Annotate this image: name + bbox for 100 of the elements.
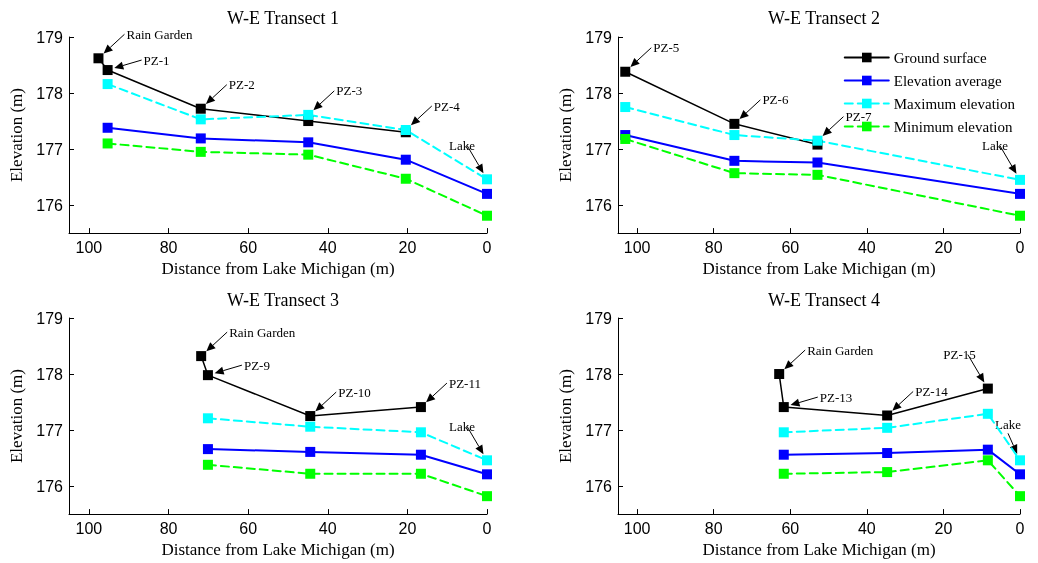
point xyxy=(882,448,893,459)
point xyxy=(620,102,631,113)
point xyxy=(778,449,789,460)
point xyxy=(812,169,823,180)
chart-title: W-E Transect 1 xyxy=(227,8,339,28)
x-tick-label: 20 xyxy=(934,519,953,537)
x-tick-label: 40 xyxy=(318,238,337,256)
point xyxy=(305,468,316,479)
annotation: PZ-6 xyxy=(762,92,789,108)
chart-title: W-E Transect 3 xyxy=(227,290,339,310)
point xyxy=(482,210,492,221)
point xyxy=(303,109,314,120)
x-tick-label: 80 xyxy=(704,519,723,537)
x-tick-label: 60 xyxy=(239,238,258,256)
point xyxy=(415,449,426,460)
point xyxy=(482,491,492,502)
x-tick-label: 0 xyxy=(482,238,492,256)
legend-label: Ground surface xyxy=(893,49,987,66)
y-tick-label: 179 xyxy=(585,28,613,46)
y-tick-label: 176 xyxy=(585,196,613,214)
point xyxy=(882,410,893,421)
point xyxy=(202,370,213,381)
point xyxy=(778,427,789,438)
point xyxy=(1015,174,1025,185)
x-tick-label: 100 xyxy=(75,238,103,256)
point xyxy=(778,468,789,479)
point xyxy=(202,444,213,455)
point xyxy=(303,137,314,148)
point xyxy=(1015,455,1025,466)
point xyxy=(812,135,823,146)
x-axis-title: Distance from Lake Michigan (m) xyxy=(702,259,936,278)
annotation: PZ-9 xyxy=(243,357,270,373)
point xyxy=(305,421,316,432)
point xyxy=(729,168,740,179)
point xyxy=(202,413,213,424)
point xyxy=(620,66,631,77)
point xyxy=(305,411,316,422)
y-tick-label: 178 xyxy=(36,365,64,383)
point xyxy=(303,149,314,160)
y-tick-label: 179 xyxy=(36,28,64,46)
x-tick-label: 80 xyxy=(704,238,723,256)
y-tick-label: 176 xyxy=(585,477,613,495)
point xyxy=(482,455,492,466)
point xyxy=(729,118,740,129)
annotation: Rain Garden xyxy=(126,26,194,42)
point xyxy=(482,188,492,199)
annotation: Lake xyxy=(449,418,476,434)
point xyxy=(102,79,113,90)
point xyxy=(482,469,492,480)
point xyxy=(415,402,426,413)
x-axis-title: Distance from Lake Michigan (m) xyxy=(161,259,395,278)
annotation: PZ-7 xyxy=(845,109,872,125)
x-tick-label: 100 xyxy=(623,519,651,537)
point xyxy=(982,455,993,466)
x-tick-label: 60 xyxy=(239,519,258,537)
x-tick-label: 40 xyxy=(857,519,876,537)
annotation: PZ-4 xyxy=(433,98,461,114)
x-tick-label: 40 xyxy=(318,519,337,537)
point xyxy=(882,467,893,478)
y-tick-label: 177 xyxy=(36,140,64,158)
x-tick-label: 100 xyxy=(75,519,103,537)
point xyxy=(982,383,993,394)
point xyxy=(415,427,426,438)
annotation: PZ-14 xyxy=(915,383,949,399)
x-tick-label: 60 xyxy=(781,238,800,256)
y-tick-label: 176 xyxy=(36,196,64,214)
y-tick-label: 177 xyxy=(585,140,613,158)
x-tick-label: 60 xyxy=(781,519,800,537)
y-tick-label: 179 xyxy=(585,309,613,327)
point xyxy=(202,459,213,470)
annotation: Lake xyxy=(982,138,1009,154)
point xyxy=(1015,210,1025,221)
point xyxy=(195,146,206,157)
point xyxy=(195,114,206,125)
y-tick-label: 178 xyxy=(585,365,613,383)
point xyxy=(1015,469,1025,480)
point xyxy=(400,173,411,184)
annotation: PZ-2 xyxy=(228,77,255,93)
y-tick-label: 178 xyxy=(585,84,613,102)
point xyxy=(982,444,993,455)
annotation: PZ-1 xyxy=(143,52,170,68)
legend-label: Maximum elevation xyxy=(893,95,1016,112)
x-axis-title: Distance from Lake Michigan (m) xyxy=(161,540,395,559)
point xyxy=(1015,491,1025,502)
y-tick-label: 179 xyxy=(36,309,64,327)
chart-title: W-E Transect 4 xyxy=(768,290,880,310)
annotation: PZ-11 xyxy=(448,375,481,391)
annotation: PZ-15 xyxy=(943,347,976,363)
y-axis-title: Elevation (m) xyxy=(556,88,575,183)
annotation: Rain Garden xyxy=(229,324,296,340)
x-tick-label: 0 xyxy=(482,519,492,537)
point xyxy=(196,351,207,362)
x-tick-label: 80 xyxy=(159,238,178,256)
point xyxy=(774,369,785,380)
y-tick-label: 178 xyxy=(36,84,64,102)
x-axis-title: Distance from Lake Michigan (m) xyxy=(702,540,936,559)
point xyxy=(102,65,113,76)
y-tick-label: 176 xyxy=(36,477,64,495)
point xyxy=(195,103,206,114)
point xyxy=(729,155,740,166)
